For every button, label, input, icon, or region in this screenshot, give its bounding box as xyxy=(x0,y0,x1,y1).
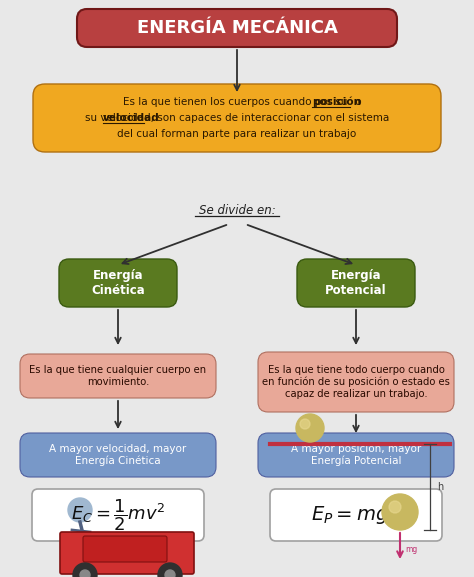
Circle shape xyxy=(80,570,90,577)
Text: Se divide en:: Se divide en: xyxy=(199,204,275,216)
FancyBboxPatch shape xyxy=(297,259,415,307)
FancyBboxPatch shape xyxy=(20,354,216,398)
FancyBboxPatch shape xyxy=(258,433,454,477)
Text: del cual forman parte para realizar un trabajo: del cual forman parte para realizar un t… xyxy=(118,129,356,139)
FancyBboxPatch shape xyxy=(258,352,454,412)
Circle shape xyxy=(158,563,182,577)
Text: h: h xyxy=(437,482,443,492)
Circle shape xyxy=(73,563,97,577)
Text: mg: mg xyxy=(405,545,417,554)
Text: velocidad: velocidad xyxy=(103,113,160,123)
Text: A mayor velocidad, mayor
Energía Cinética: A mayor velocidad, mayor Energía Cinétic… xyxy=(49,444,187,466)
Text: $E_P = mgh$: $E_P = mgh$ xyxy=(311,504,401,526)
FancyBboxPatch shape xyxy=(20,433,216,477)
FancyBboxPatch shape xyxy=(270,489,442,541)
Text: ENERGÍA MECÁNICA: ENERGÍA MECÁNICA xyxy=(137,19,337,37)
Circle shape xyxy=(165,570,175,577)
FancyBboxPatch shape xyxy=(83,536,167,562)
Text: Energía
Potencial: Energía Potencial xyxy=(325,269,387,297)
Text: posición: posición xyxy=(312,97,361,107)
Circle shape xyxy=(300,419,310,429)
Circle shape xyxy=(68,498,92,522)
Text: Es la que tiene cualquier cuerpo en
movimiento.: Es la que tiene cualquier cuerpo en movi… xyxy=(29,365,207,387)
Text: su velocidad, son capaces de interaccionar con el sistema: su velocidad, son capaces de interaccion… xyxy=(85,113,389,123)
Text: $E_C = \dfrac{1}{2}mv^2$: $E_C = \dfrac{1}{2}mv^2$ xyxy=(71,497,165,533)
Text: Es la que tiene todo cuerpo cuando
en función de su posición o estado es
capaz d: Es la que tiene todo cuerpo cuando en fu… xyxy=(262,365,450,399)
FancyBboxPatch shape xyxy=(77,9,397,47)
Text: Es la que tienen los cuerpos cuando por su: Es la que tienen los cuerpos cuando por … xyxy=(123,97,351,107)
Text: o: o xyxy=(352,97,362,107)
Circle shape xyxy=(389,501,401,513)
Circle shape xyxy=(382,494,418,530)
FancyBboxPatch shape xyxy=(60,532,194,574)
FancyBboxPatch shape xyxy=(33,84,441,152)
FancyBboxPatch shape xyxy=(32,489,204,541)
Text: Energía
Cinética: Energía Cinética xyxy=(91,269,145,297)
Circle shape xyxy=(296,414,324,442)
FancyBboxPatch shape xyxy=(59,259,177,307)
Text: A mayor posición, mayor
Energía Potencial: A mayor posición, mayor Energía Potencia… xyxy=(291,444,421,466)
